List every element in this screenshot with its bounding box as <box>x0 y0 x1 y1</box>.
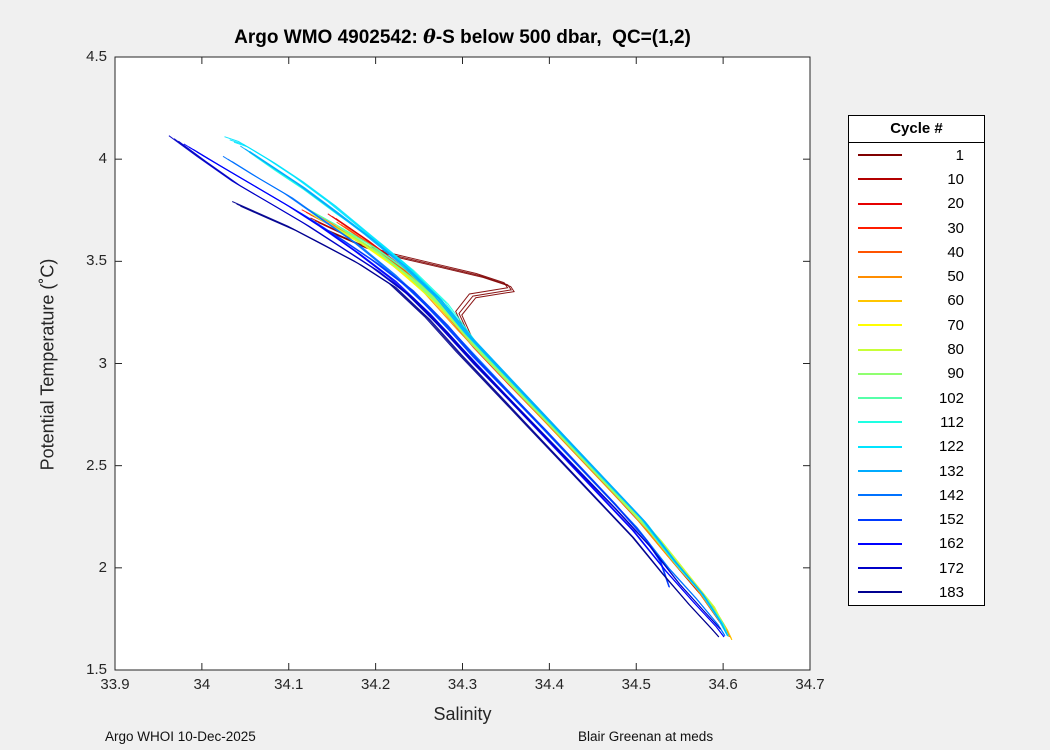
legend-label: 102 <box>938 389 964 407</box>
legend-label: 90 <box>947 365 964 383</box>
legend-row: 122 <box>849 435 984 459</box>
legend-row: 1 <box>849 143 984 167</box>
legend-row: 102 <box>849 386 984 410</box>
legend-row: 132 <box>849 459 984 483</box>
legend-label: 122 <box>938 438 964 456</box>
title-text-segment: Argo WMO 4902542: <box>234 27 424 48</box>
legend-label: 30 <box>947 219 964 237</box>
legend-row: 112 <box>849 410 984 434</box>
series-line-cycle-142 <box>231 161 726 636</box>
legend-label: 80 <box>947 341 964 359</box>
legend-line-swatch <box>858 567 902 570</box>
legend-row: 60 <box>849 289 984 313</box>
x-tick-label: 34.3 <box>447 676 478 693</box>
y-tick-label: 1.5 <box>86 661 107 678</box>
legend-line-swatch <box>858 397 902 400</box>
legend-rows: 1 10 20 30 40 50 60 70 80 90 102 112 122 132 142 152 162… <box>849 143 984 605</box>
legend: Cycle # 1 10 20 30 40 50 60 70 80 90 102 112 122 132 1… <box>848 115 985 606</box>
legend-line-swatch <box>858 202 902 205</box>
chart-title: Argo WMO 4902542: θ-S below 500 dbar, QC… <box>115 26 810 49</box>
legend-label: 152 <box>938 511 964 529</box>
x-tick-label: 34.4 <box>534 676 564 693</box>
legend-label: 10 <box>947 170 964 188</box>
x-tick-label: 34.7 <box>795 676 825 693</box>
legend-row: 10 <box>849 167 984 191</box>
legend-label: 40 <box>947 243 964 261</box>
x-tick-label: 34.6 <box>708 676 738 693</box>
y-axis-label: Potential Temperature (˚C) <box>37 258 58 471</box>
legend-line-swatch <box>858 324 902 327</box>
series-line-cycle-162 <box>192 148 725 638</box>
footer-right-text: Blair Greenan at meds <box>578 729 714 744</box>
title-math-segment: θ <box>423 26 436 48</box>
series-line-cycle-132 <box>249 150 728 636</box>
legend-label: 50 <box>947 268 964 286</box>
y-tick-label: 3.5 <box>86 252 107 270</box>
x-tick-label: 34.5 <box>621 676 651 693</box>
legend-row: 142 <box>849 483 984 507</box>
x-tick-label: 33.9 <box>100 676 130 693</box>
y-tick-label: 2.5 <box>86 456 107 474</box>
x-tick-label: 34.1 <box>274 676 304 693</box>
y-tick-label: 4 <box>98 150 107 168</box>
legend-line-swatch <box>858 518 902 521</box>
legend-line-swatch <box>858 591 902 594</box>
legend-row: 30 <box>849 216 984 240</box>
x-tick-label: 34.2 <box>361 676 391 693</box>
legend-label: 172 <box>938 559 964 577</box>
legend-row: 162 <box>849 532 984 556</box>
legend-row: 20 <box>849 192 984 216</box>
legend-line-swatch <box>858 421 902 424</box>
legend-label: 183 <box>938 583 964 601</box>
legend-row: 152 <box>849 507 984 531</box>
legend-row: 80 <box>849 337 984 361</box>
title-text-segment: -S below 500 dbar, QC=(1,2) <box>435 27 691 48</box>
axes-box <box>114 56 811 671</box>
legend-line-swatch <box>858 275 902 278</box>
legend-line-swatch <box>858 348 902 351</box>
legend-line-swatch <box>858 470 902 472</box>
series-line-cycle-172 <box>178 140 721 630</box>
legend-line-swatch <box>858 372 902 375</box>
x-axis-label: Salinity <box>433 704 492 724</box>
legend-label: 112 <box>940 413 964 431</box>
legend-label: 20 <box>947 195 964 213</box>
legend-row: 50 <box>849 264 984 288</box>
legend-line-swatch <box>858 154 902 157</box>
legend-line-swatch <box>858 299 902 302</box>
y-tick-label: 4.5 <box>86 48 107 65</box>
legend-line-swatch <box>858 494 902 497</box>
legend-row: 70 <box>849 313 984 337</box>
legend-label: 132 <box>938 462 964 480</box>
legend-row: 183 <box>849 580 984 604</box>
legend-line-swatch <box>858 251 902 254</box>
series-lines <box>168 135 733 641</box>
legend-line-swatch <box>858 445 902 448</box>
footer-left-text: Argo WHOI 10-Dec-2025 <box>105 729 256 744</box>
legend-row: 40 <box>849 240 984 264</box>
legend-line-swatch <box>858 542 902 545</box>
legend-label: 162 <box>938 535 964 553</box>
legend-row: 90 <box>849 362 984 386</box>
legend-title: Cycle # <box>849 116 984 143</box>
y-tick-label: 3 <box>98 354 107 372</box>
legend-label: 1 <box>955 146 964 164</box>
legend-label: 70 <box>947 316 964 334</box>
legend-row: 172 <box>849 556 984 580</box>
x-tick-label: 34 <box>193 676 211 693</box>
y-tick-label: 2 <box>98 558 107 576</box>
legend-label: 60 <box>947 292 964 310</box>
legend-line-swatch <box>858 227 902 230</box>
series-line-cycle-183 <box>240 205 720 638</box>
legend-line-swatch <box>858 178 902 181</box>
legend-label: 142 <box>938 486 964 504</box>
